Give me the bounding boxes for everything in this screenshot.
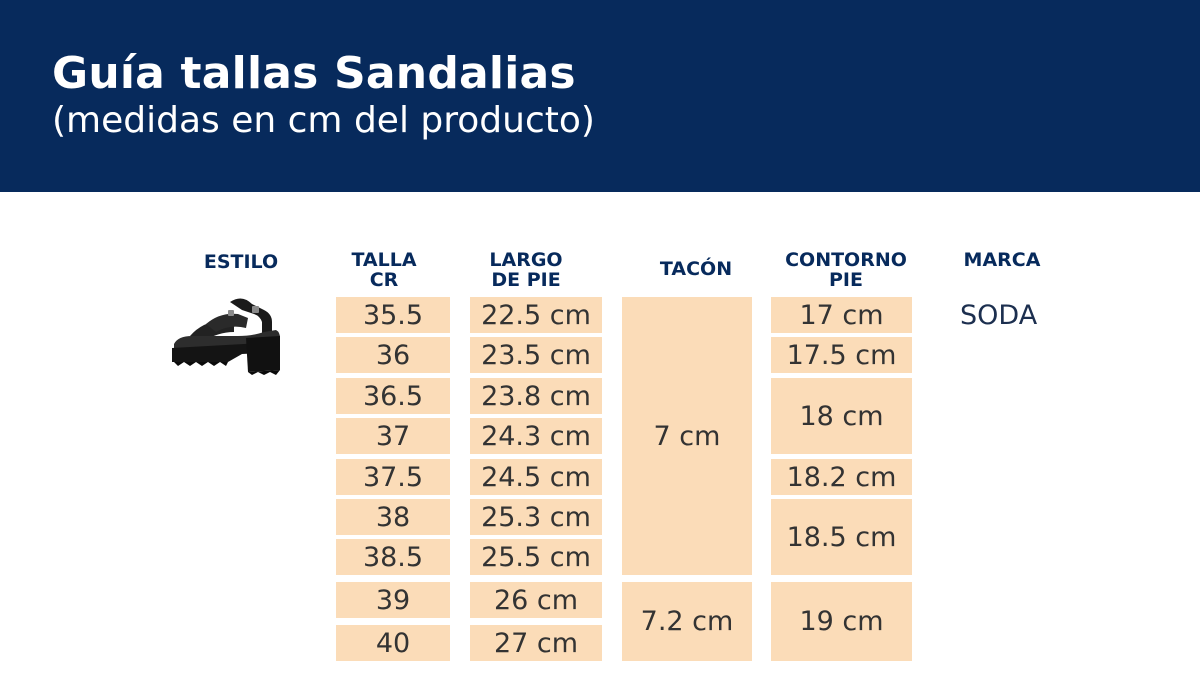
talla-cell: 37 — [336, 418, 450, 454]
largo-cell: 27 cm — [470, 625, 602, 661]
contorno-cell: 17.5 cm — [771, 337, 912, 373]
largo-cell: 22.5 cm — [470, 297, 602, 333]
page-subtitle: (medidas en cm del producto) — [52, 100, 595, 141]
column-header-tacon: TACÓN — [659, 258, 733, 280]
column-header-marca: MARCA — [963, 249, 1041, 271]
talla-cell: 37.5 — [336, 459, 450, 495]
talla-cell: 38.5 — [336, 539, 450, 575]
column-header-estilo: ESTILO — [203, 251, 279, 273]
sandal-icon — [172, 298, 280, 375]
largo-cell: 23.8 cm — [470, 378, 602, 414]
column-header-talla: TALLA CR — [351, 249, 417, 291]
column-header-contorno: CONTORNO PIE — [785, 249, 907, 291]
talla-cell: 36.5 — [336, 378, 450, 414]
talla-cell: 40 — [336, 625, 450, 661]
talla-cell: 36 — [336, 337, 450, 373]
contorno-cell: 17 cm — [771, 297, 912, 333]
largo-cell: 24.5 cm — [470, 459, 602, 495]
talla-cell: 35.5 — [336, 297, 450, 333]
contorno-cell: 18.5 cm — [771, 499, 912, 575]
header-banner: Guía tallas Sandalias (medidas en cm del… — [0, 0, 1200, 192]
largo-cell: 23.5 cm — [470, 337, 602, 373]
contorno-cell: 18.2 cm — [771, 459, 912, 495]
tacon-cell: 7.2 cm — [622, 582, 752, 661]
column-header-largo: LARGO DE PIE — [489, 249, 563, 291]
contorno-cell: 19 cm — [771, 582, 912, 661]
tacon-cell: 7 cm — [622, 297, 752, 575]
talla-cell: 38 — [336, 499, 450, 535]
largo-cell: 24.3 cm — [470, 418, 602, 454]
largo-cell: 25.3 cm — [470, 499, 602, 535]
largo-cell: 26 cm — [470, 582, 602, 618]
talla-cell: 39 — [336, 582, 450, 618]
brand-name: SODA — [960, 300, 1038, 331]
page-title: Guía tallas Sandalias — [52, 48, 576, 99]
contorno-cell: 18 cm — [771, 378, 912, 454]
largo-cell: 25.5 cm — [470, 539, 602, 575]
